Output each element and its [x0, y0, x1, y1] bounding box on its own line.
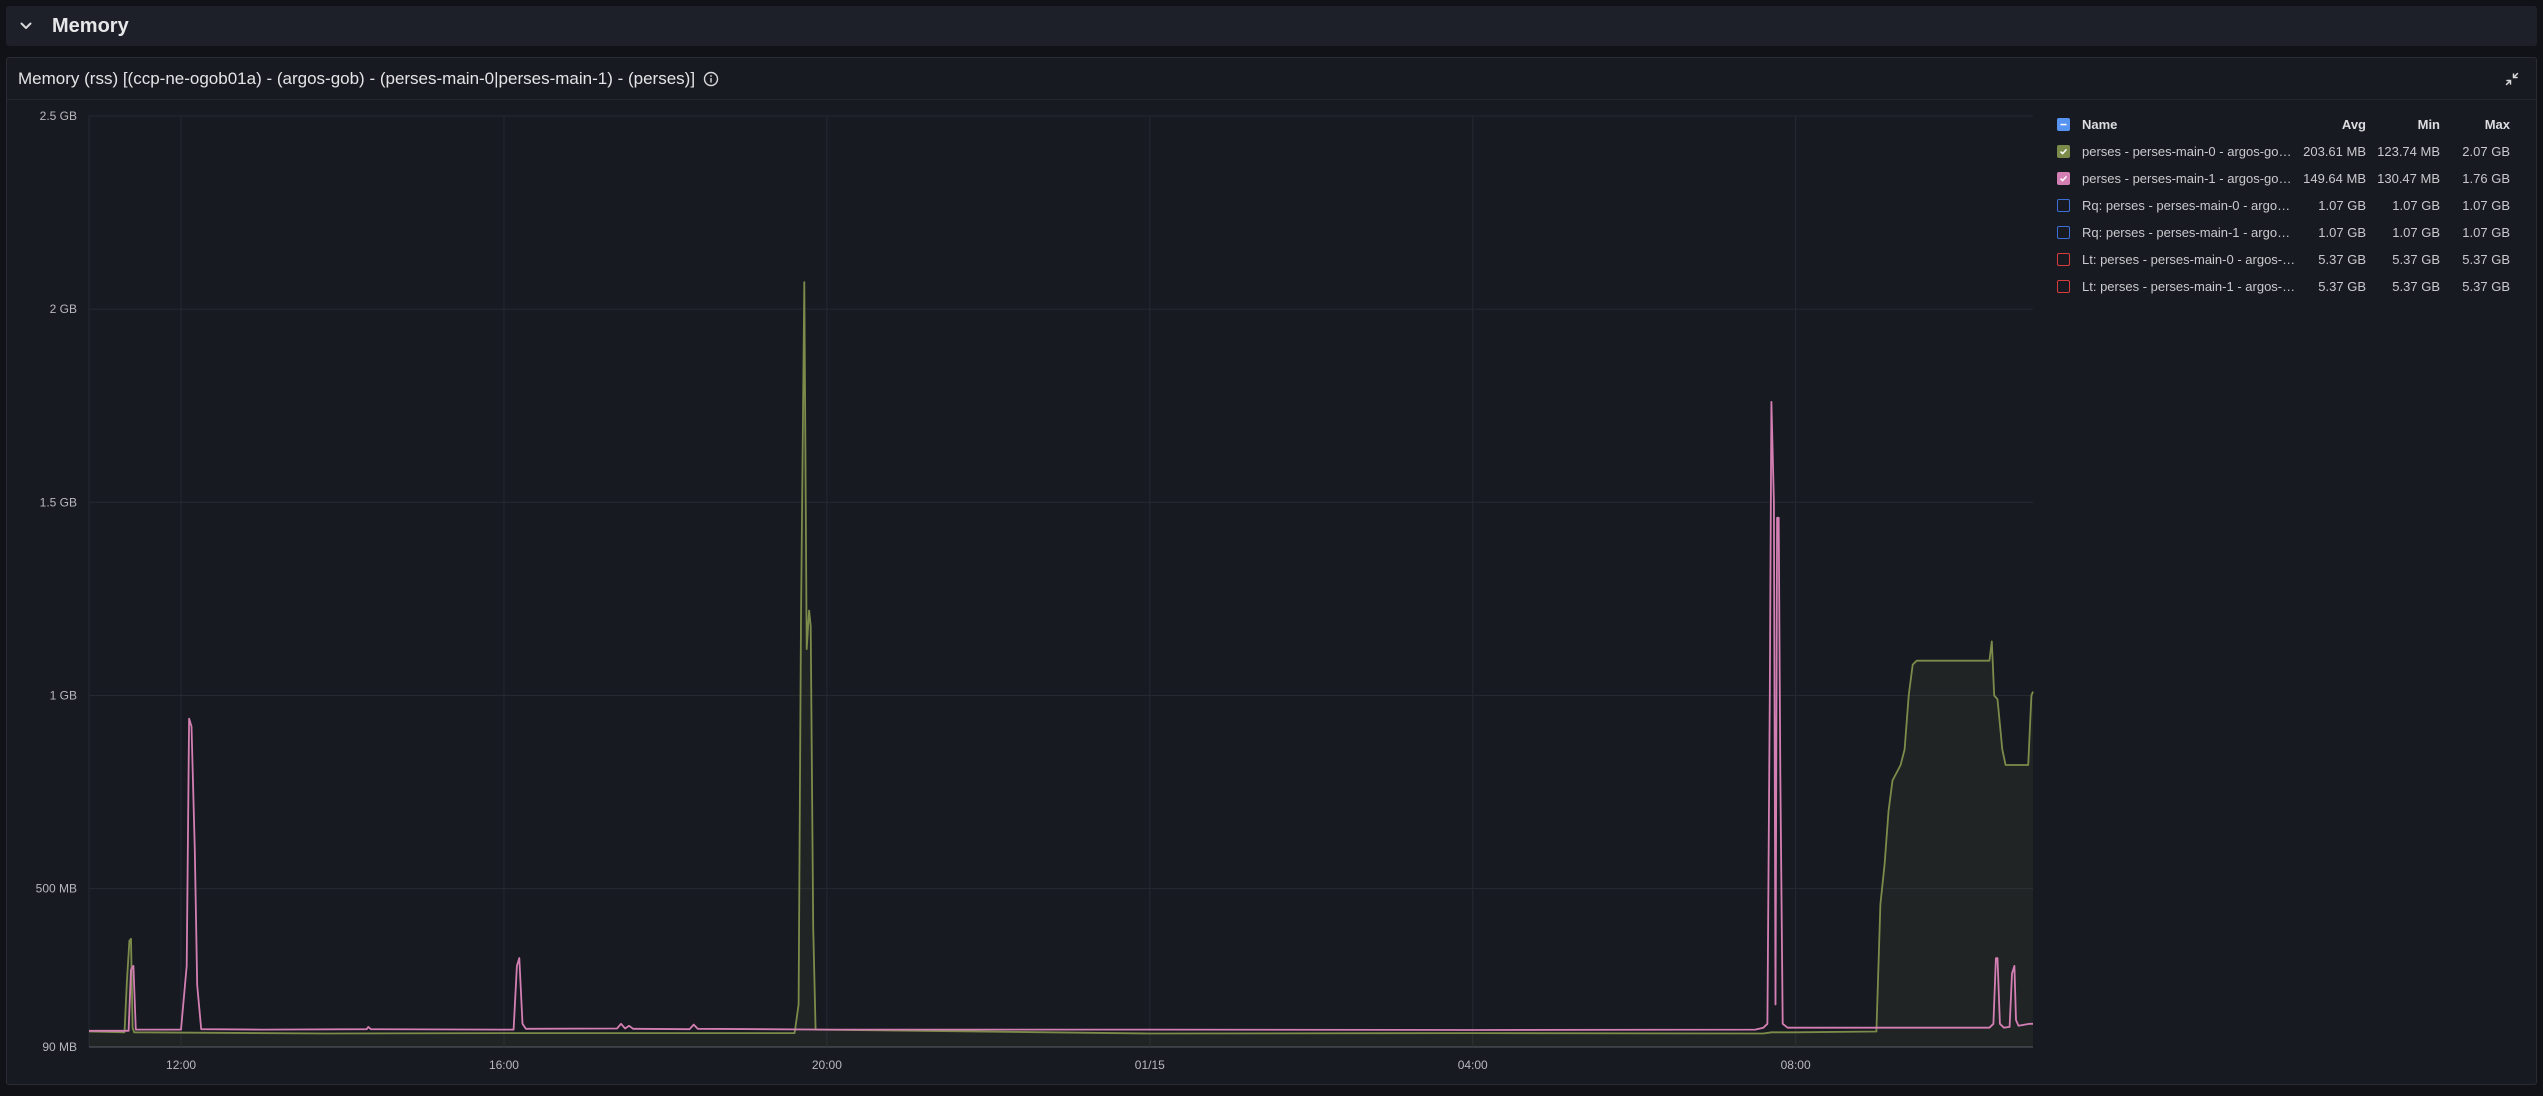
legend-item[interactable]: Lt: perses - perses-main-0 - argos-gob -…	[2050, 246, 2520, 273]
memory-line-chart[interactable]: 90 MB 500 MB 1 GB 1.5 GB 2 GB 2.5 GB 12:00 16:0…	[0, 0, 2043, 1096]
collapse-panel-icon[interactable]	[2502, 69, 2522, 89]
legend-item-avg: 1.07 GB	[2318, 198, 2366, 213]
legend-item-name: Lt: perses - perses-main-0 - argos-gob -…	[2082, 252, 2296, 267]
legend-item[interactable]: perses - perses-main-0 - argos-gob - ccp…	[2050, 138, 2520, 165]
legend-item-name: Rq: perses - perses-main-0 - argos-gob -…	[2082, 198, 2296, 213]
legend-item-max: 5.37 GB	[2462, 279, 2510, 294]
legend-item-min: 1.07 GB	[2392, 225, 2440, 240]
legend-item[interactable]: Rq: perses - perses-main-1 - argos-gob -…	[2050, 219, 2520, 246]
x-tick-label: 01/15	[1135, 1058, 1165, 1072]
y-tick-label: 90 MB	[42, 1040, 77, 1054]
legend-item[interactable]: Rq: perses - perses-main-0 - argos-gob -…	[2050, 192, 2520, 219]
legend-item-min: 5.37 GB	[2392, 279, 2440, 294]
legend-item-max: 1.07 GB	[2462, 198, 2510, 213]
y-tick-label: 2.5 GB	[40, 109, 77, 123]
panel-title: Memory (rss) [(ccp-ne-ogob01a) - (argos-…	[18, 68, 696, 88]
legend-item-avg: 1.07 GB	[2318, 225, 2366, 240]
series-1-line[interactable]	[89, 400, 2033, 1032]
y-tick-label: 1 GB	[50, 688, 77, 702]
section-title: Memory	[52, 14, 129, 37]
legend-header-row: Name Avg Min Max	[2050, 111, 2520, 138]
x-tick-label: 20:00	[812, 1058, 842, 1072]
checked-checkbox-icon[interactable]	[2057, 172, 2070, 185]
y-tick-label: 2 GB	[50, 302, 77, 316]
legend-item[interactable]: perses - perses-main-1 - argos-gob - ccp…	[2050, 165, 2520, 192]
legend-item-min: 1.07 GB	[2392, 198, 2440, 213]
unchecked-checkbox-icon[interactable]	[2057, 280, 2070, 293]
legend-item-avg: 149.64 MB	[2303, 171, 2366, 186]
checked-checkbox-icon[interactable]	[2057, 145, 2070, 158]
legend-item-max: 2.07 GB	[2462, 144, 2510, 159]
legend-item-name: Rq: perses - perses-main-1 - argos-gob -…	[2082, 225, 2296, 240]
select-all-checkbox[interactable]	[2057, 118, 2070, 131]
legend-item[interactable]: Lt: perses - perses-main-1 - argos-gob -…	[2050, 273, 2520, 300]
legend-table: Name Avg Min Max perses - perses-main-0 …	[2050, 111, 2520, 300]
unchecked-checkbox-icon[interactable]	[2057, 226, 2070, 239]
legend-item-avg: 5.37 GB	[2318, 279, 2366, 294]
panel-header: Memory (rss) [(ccp-ne-ogob01a) - (argos-…	[7, 58, 2536, 100]
legend-item-avg: 5.37 GB	[2318, 252, 2366, 267]
legend-item-max: 1.07 GB	[2462, 225, 2510, 240]
y-tick-label: 1.5 GB	[40, 495, 77, 509]
y-tick-label: 500 MB	[36, 882, 77, 896]
legend-item-name: Lt: perses - perses-main-1 - argos-gob -…	[2082, 279, 2296, 294]
unchecked-checkbox-icon[interactable]	[2057, 253, 2070, 266]
legend-item-max: 5.37 GB	[2462, 252, 2510, 267]
memory-rss-panel: Memory (rss) [(ccp-ne-ogob01a) - (argos-…	[6, 57, 2537, 1085]
legend-item-max: 1.76 GB	[2462, 171, 2510, 186]
chevron-down-icon[interactable]	[6, 6, 46, 46]
legend-col-name[interactable]: Name	[2082, 117, 2118, 132]
x-tick-label: 16:00	[489, 1058, 519, 1072]
legend-item-name: perses - perses-main-1 - argos-gob - ccp…	[2082, 171, 2296, 186]
legend-col-min[interactable]: Min	[2417, 117, 2440, 132]
legend-item-min: 123.74 MB	[2377, 144, 2440, 159]
legend-col-max[interactable]: Max	[2484, 117, 2510, 132]
x-tick-label: 04:00	[1458, 1058, 1488, 1072]
legend-col-avg[interactable]: Avg	[2341, 117, 2366, 132]
x-tick-label: 08:00	[1781, 1058, 1811, 1072]
unchecked-checkbox-icon[interactable]	[2057, 199, 2070, 212]
info-icon[interactable]	[703, 71, 719, 87]
x-tick-label: 12:00	[166, 1058, 196, 1072]
memory-section-header[interactable]: Memory	[6, 6, 2537, 46]
series-0-line[interactable]	[88, 281, 2034, 1035]
legend-item-min: 5.37 GB	[2392, 252, 2440, 267]
legend-item-name: perses - perses-main-0 - argos-gob - ccp…	[2082, 144, 2296, 159]
legend-item-avg: 203.61 MB	[2303, 144, 2366, 159]
legend-item-min: 130.47 MB	[2377, 171, 2440, 186]
series-0-area	[89, 282, 2033, 1048]
